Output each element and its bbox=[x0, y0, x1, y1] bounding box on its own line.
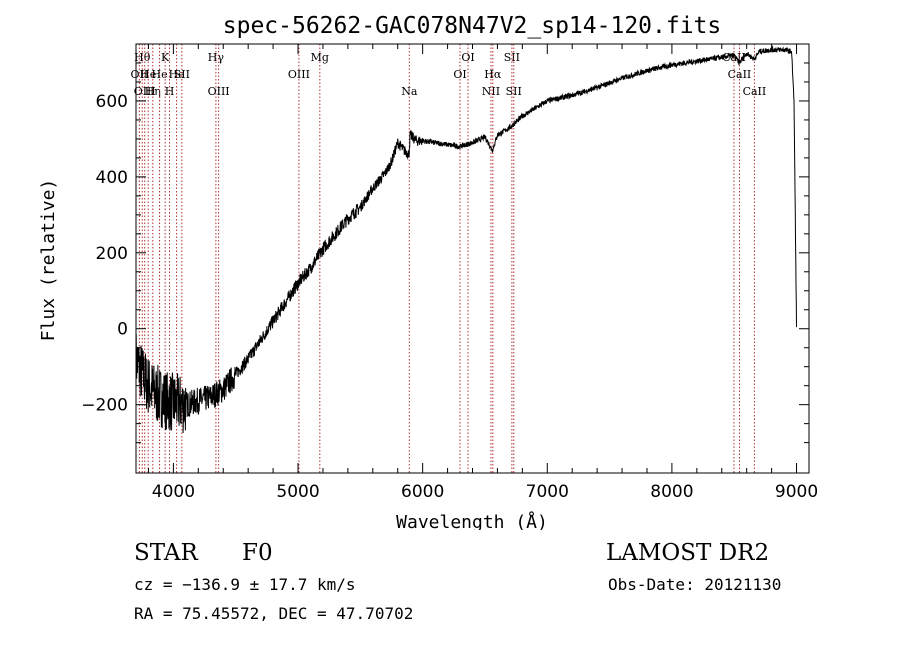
y-tick-label: −200 bbox=[81, 396, 128, 416]
axis-ticks bbox=[136, 44, 809, 473]
spectral-line-label: OII bbox=[131, 68, 149, 81]
spectral-line-label: CaII bbox=[728, 68, 752, 81]
object-subclass: F0 bbox=[242, 540, 273, 566]
x-tick-label: 9000 bbox=[775, 482, 818, 502]
spectral-line-label: Na bbox=[401, 85, 418, 98]
y-axis-label: Flux (relative) bbox=[38, 179, 59, 342]
spectral-line-label: Hγ bbox=[208, 51, 225, 64]
spectral-line-label: He bbox=[152, 68, 168, 81]
spectral-line-label: OIII bbox=[208, 85, 230, 98]
y-tick-label: 200 bbox=[96, 244, 128, 264]
x-tick-label: 4000 bbox=[152, 482, 195, 502]
spectral-line-label: SII bbox=[506, 85, 522, 98]
spectrum-series-line bbox=[135, 45, 797, 434]
observation-date: Obs-Date: 20121130 bbox=[608, 575, 782, 594]
chart-title: spec-56262-GAC078N47V2_sp14-120.fits bbox=[223, 13, 722, 39]
x-tick-label: 6000 bbox=[401, 482, 444, 502]
spectral-line-label: OIII bbox=[288, 68, 310, 81]
spectral-line-label: SII bbox=[174, 68, 190, 81]
x-tick-label: 7000 bbox=[526, 482, 569, 502]
y-tick-labels: −200 0 200 400 600 bbox=[81, 92, 128, 416]
y-tick-label: 600 bbox=[96, 92, 128, 112]
spectral-line-markers: HθOIIOIIIHeHηHeKHHeSIIHγOIIIOIIIMgNaOIOI… bbox=[131, 44, 767, 473]
y-tick-label: 0 bbox=[117, 320, 128, 340]
plot-frame bbox=[135, 43, 810, 474]
x-tick-labels: 4000 5000 6000 7000 8000 9000 bbox=[152, 482, 818, 502]
x-axis-label: Wavelength (Å) bbox=[396, 511, 548, 530]
spectral-line-label: K bbox=[161, 51, 170, 64]
spectral-line-label: CaII bbox=[743, 85, 767, 98]
spectral-line-label: SII bbox=[504, 51, 520, 64]
spectral-line-label: OI bbox=[461, 51, 474, 64]
x-tick-label: 5000 bbox=[276, 482, 319, 502]
spectral-line-label: Hη bbox=[145, 85, 161, 98]
spectral-line-label: Hθ bbox=[134, 51, 151, 64]
survey-name: LAMOST DR2 bbox=[606, 540, 770, 566]
spectrum-chart: spec-56262-GAC078N47V2_sp14-120.fits Hθ O… bbox=[38, 13, 818, 530]
spectral-line-label: Mg bbox=[311, 51, 329, 64]
y-tick-label: 400 bbox=[96, 168, 128, 188]
spectral-line-label: He bbox=[169, 68, 185, 81]
x-tick-label: 8000 bbox=[650, 482, 693, 502]
spectral-line-label: He bbox=[140, 68, 156, 81]
spectral-line-label: OI bbox=[453, 68, 466, 81]
spectral-line-label: Hα bbox=[484, 68, 502, 81]
spectral-line-label: NII bbox=[482, 85, 500, 98]
object-class: STAR bbox=[134, 540, 198, 566]
spectral-line-label: H bbox=[165, 85, 175, 98]
spectral-line-label: OIII bbox=[134, 85, 156, 98]
coordinates: RA = 75.45572, DEC = 47.70702 bbox=[134, 604, 414, 623]
redshift-cz: cz = −136.9 ± 17.7 km/s bbox=[134, 575, 356, 594]
